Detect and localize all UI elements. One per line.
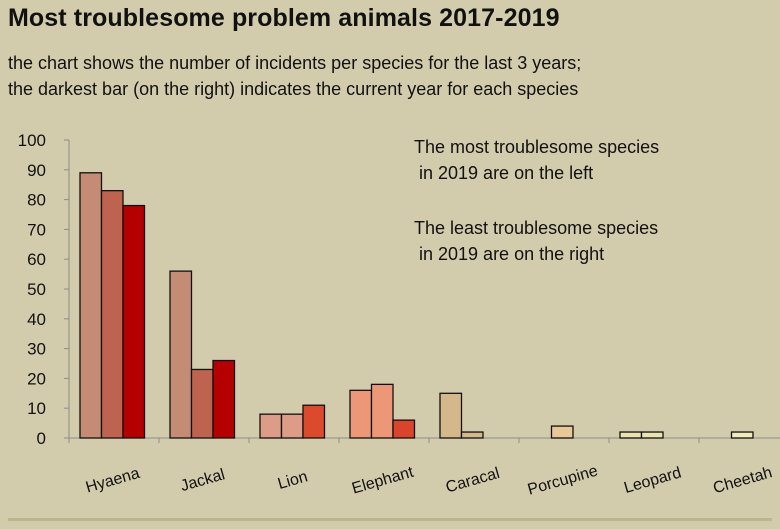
bar-porcupine-2 xyxy=(550,425,574,439)
y-tick-label: 40 xyxy=(27,310,46,329)
x-tick-label: Jackal xyxy=(179,466,227,495)
bar-caracal-2 xyxy=(460,431,484,439)
x-tick-label: Caracal xyxy=(444,465,502,497)
y-tick-label: 10 xyxy=(27,399,46,418)
x-tick-label: Cheetah xyxy=(711,464,774,497)
x-tick-label: Hyaena xyxy=(84,465,142,497)
y-tick-label: 100 xyxy=(18,131,46,150)
bar-leopard-1 xyxy=(619,431,643,439)
annotation-text: in 2019 are on the left xyxy=(414,163,593,183)
bar-leopard-2 xyxy=(640,431,664,439)
x-tick-label: Leopard xyxy=(622,464,683,497)
footer-divider xyxy=(8,518,772,521)
bar-jackal-1 xyxy=(169,270,193,439)
bar-hyaena-1 xyxy=(79,172,103,439)
bar-hyaena-2 xyxy=(100,190,124,439)
annotation-text: The least troublesome species xyxy=(414,218,658,238)
bar-cheetah-2 xyxy=(730,431,754,439)
subtitle-line-2: the darkest bar (on the right) indicates… xyxy=(8,79,579,99)
y-tick-label: 90 xyxy=(27,161,46,180)
y-tick-label: 70 xyxy=(27,220,46,239)
y-tick-label: 60 xyxy=(27,250,46,269)
chart-subtitle: the chart shows the number of incidents … xyxy=(8,50,581,102)
bar-jackal-2 xyxy=(190,368,214,439)
bar-jackal-3 xyxy=(212,359,236,439)
y-tick-label: 30 xyxy=(27,340,46,359)
x-tick-label: Elephant xyxy=(350,464,416,498)
bar-lion-3 xyxy=(302,404,326,439)
bar-hyaena-3 xyxy=(122,204,146,439)
y-tick-label: 50 xyxy=(27,280,46,299)
bar-lion-2 xyxy=(280,413,304,439)
y-tick-label: 80 xyxy=(27,191,46,210)
y-tick-label: 0 xyxy=(37,429,46,448)
bar-elephant-1 xyxy=(349,389,373,439)
subtitle-line-1: the chart shows the number of incidents … xyxy=(8,53,582,73)
annotation-text: The most troublesome species xyxy=(414,137,659,157)
bar-lion-1 xyxy=(259,413,283,439)
chart-title: Most troublesome problem animals 2017-20… xyxy=(8,4,560,32)
bar-elephant-3 xyxy=(392,419,416,439)
bar-elephant-2 xyxy=(370,383,394,439)
y-tick-label: 20 xyxy=(27,369,46,388)
annotation-text: in 2019 are on the right xyxy=(414,244,604,264)
x-tick-label: Lion xyxy=(276,468,310,493)
x-tick-label: Porcupine xyxy=(526,463,600,499)
bar-caracal-1 xyxy=(439,392,463,439)
